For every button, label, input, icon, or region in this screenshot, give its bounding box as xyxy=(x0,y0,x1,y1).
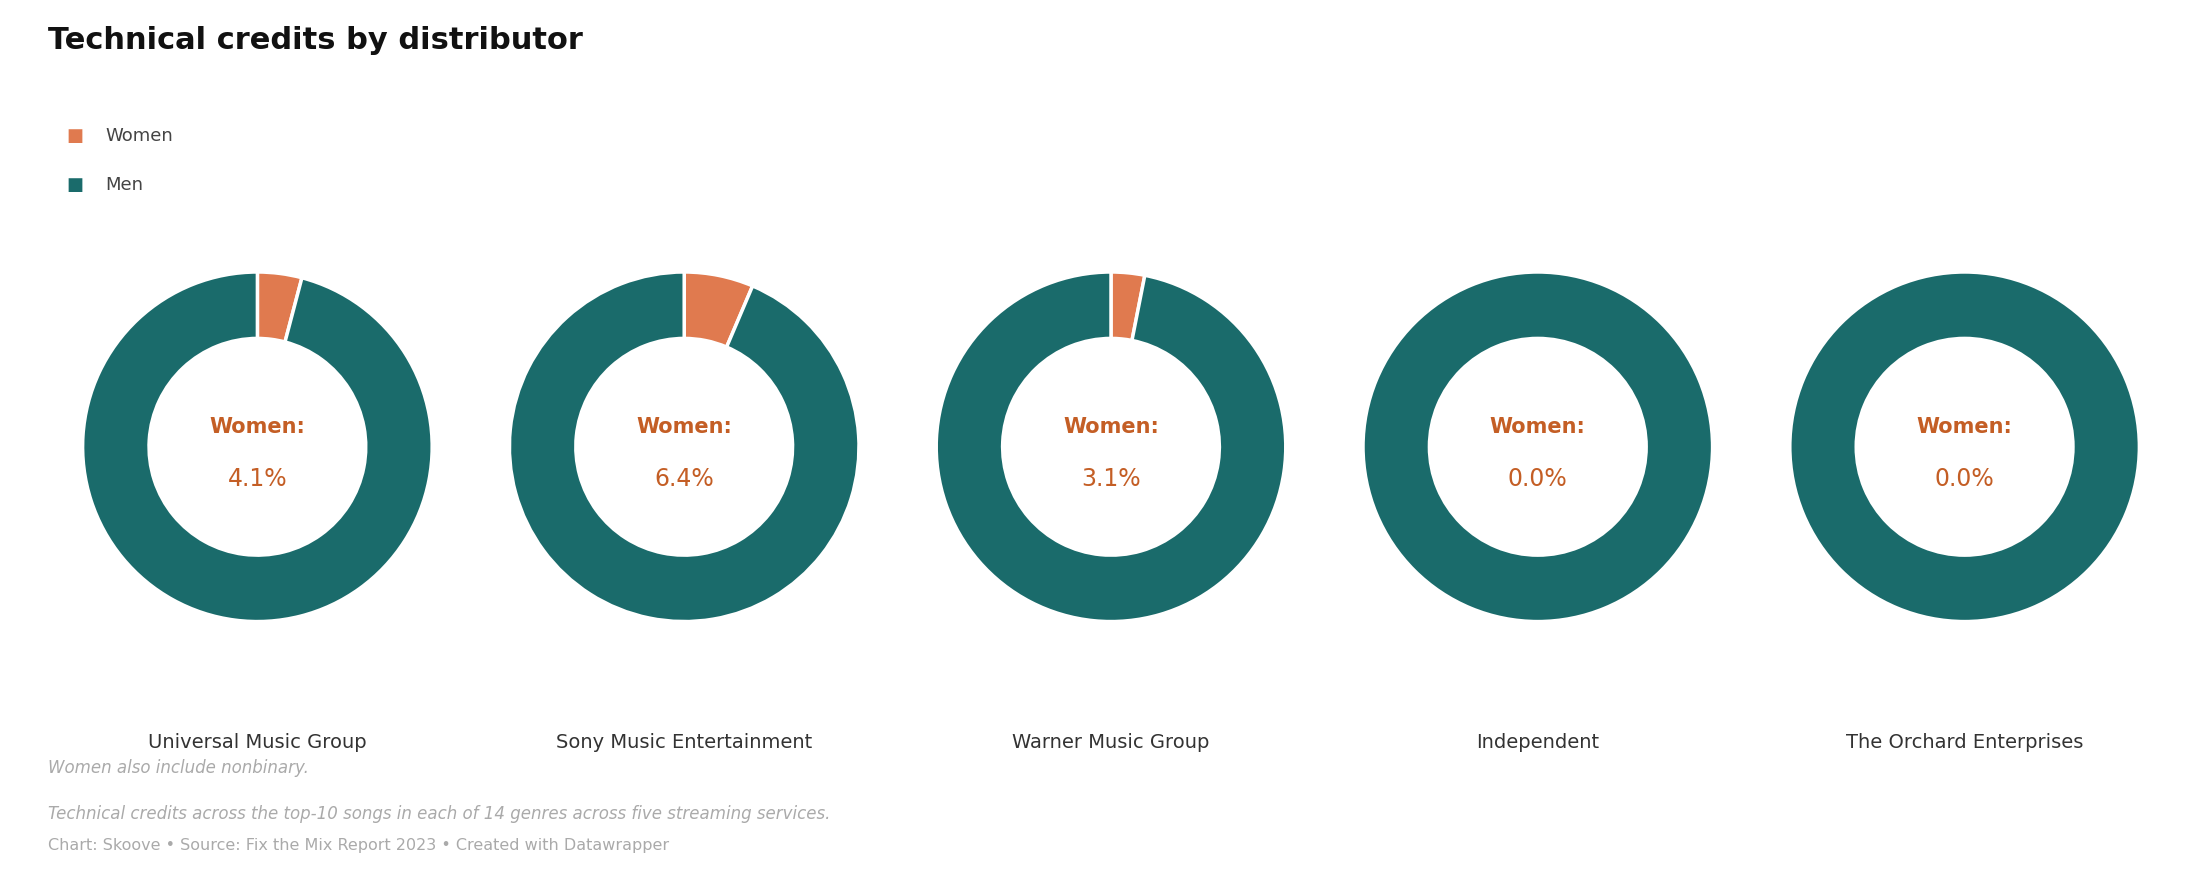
Text: ■: ■ xyxy=(66,175,84,194)
Text: Universal Music Group: Universal Music Group xyxy=(147,732,367,752)
Text: Women:: Women: xyxy=(209,417,306,437)
Wedge shape xyxy=(84,273,431,622)
Text: Chart: Skoove • Source: Fix the Mix Report 2023 • Created with Datawrapper: Chart: Skoove • Source: Fix the Mix Repo… xyxy=(48,838,669,852)
Text: 6.4%: 6.4% xyxy=(653,467,715,491)
Wedge shape xyxy=(510,273,858,622)
Wedge shape xyxy=(1111,273,1144,341)
Text: Independent: Independent xyxy=(1476,732,1599,752)
Text: 0.0%: 0.0% xyxy=(1934,467,1995,491)
Wedge shape xyxy=(1791,273,2138,622)
Text: Technical credits across the top-10 songs in each of 14 genres across five strea: Technical credits across the top-10 song… xyxy=(48,804,832,823)
Text: Technical credits by distributor: Technical credits by distributor xyxy=(48,26,583,55)
Text: Sony Music Entertainment: Sony Music Entertainment xyxy=(557,732,812,752)
Text: Women also include nonbinary.: Women also include nonbinary. xyxy=(48,759,310,777)
Wedge shape xyxy=(684,273,752,347)
Wedge shape xyxy=(1364,273,1712,622)
Text: Men: Men xyxy=(106,175,143,194)
Text: Women:: Women: xyxy=(1063,417,1159,437)
Text: 4.1%: 4.1% xyxy=(227,467,288,491)
Wedge shape xyxy=(937,273,1285,622)
Wedge shape xyxy=(257,273,301,343)
Text: Warner Music Group: Warner Music Group xyxy=(1012,732,1210,752)
Text: 3.1%: 3.1% xyxy=(1080,467,1142,491)
Text: Women:: Women: xyxy=(1489,417,1586,437)
Text: The Orchard Enterprises: The Orchard Enterprises xyxy=(1846,732,2083,752)
Text: 0.0%: 0.0% xyxy=(1507,467,1569,491)
Text: Women: Women xyxy=(106,127,174,146)
Text: Women:: Women: xyxy=(1916,417,2013,437)
Text: Women:: Women: xyxy=(636,417,733,437)
Text: ■: ■ xyxy=(66,127,84,146)
